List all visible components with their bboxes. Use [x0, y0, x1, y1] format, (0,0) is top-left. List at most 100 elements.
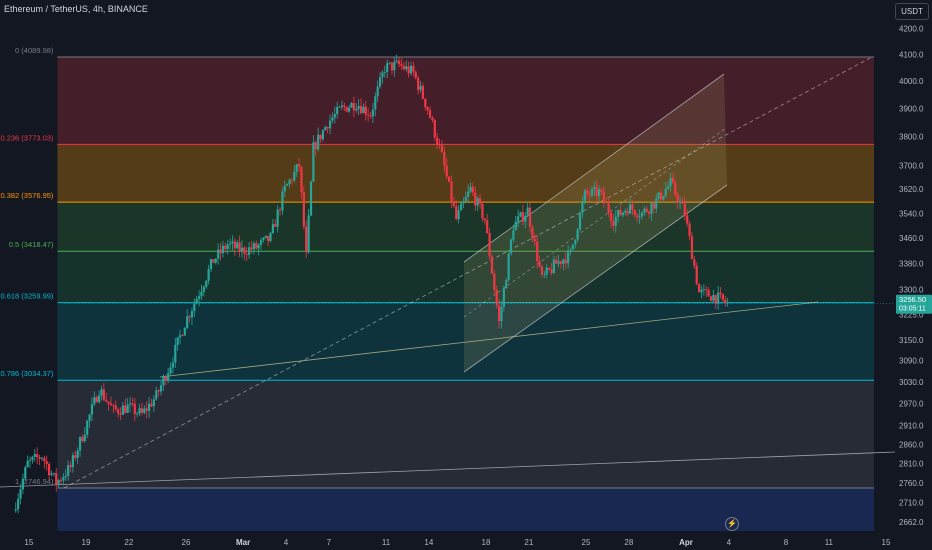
candle-body	[705, 289, 708, 290]
price-tick-label: 2810.0	[899, 459, 924, 468]
candle-body	[471, 186, 475, 193]
candle-body	[409, 65, 413, 74]
candle-body	[367, 114, 370, 116]
candle-body	[228, 243, 232, 245]
candle-body	[514, 221, 517, 231]
candle-body	[214, 258, 217, 263]
time-tick-label: 15	[24, 538, 33, 547]
candle-body	[224, 245, 227, 250]
candle-body	[524, 215, 527, 222]
symbol-title: Ethereum / TetherUS, 4h, BINANCE	[4, 4, 148, 14]
candle-body	[455, 206, 458, 220]
candle-body	[250, 247, 253, 250]
candle-body	[397, 60, 401, 65]
candle-body	[714, 294, 717, 304]
candle-body	[317, 134, 320, 150]
candle-body	[693, 259, 696, 267]
candle-body	[138, 408, 141, 414]
time-tick-label: 15	[882, 538, 891, 547]
candle-body	[195, 299, 198, 304]
candle-body	[347, 107, 351, 112]
price-tick-label: 3380.0	[899, 259, 924, 268]
candle-body	[431, 117, 434, 121]
candle-body	[609, 213, 613, 222]
candle-body	[543, 274, 546, 276]
time-tick-label: 7	[327, 538, 332, 547]
candle-body	[14, 509, 17, 511]
candle-body	[207, 269, 210, 281]
candle-body	[619, 210, 622, 216]
candle-body	[131, 403, 134, 405]
candle-body	[107, 401, 110, 404]
candle-body	[226, 244, 229, 250]
candle-body	[259, 240, 263, 245]
candle-body	[357, 106, 360, 109]
candle-body	[519, 212, 522, 217]
candle-body	[590, 189, 594, 196]
time-tick-label: Mar	[236, 538, 250, 547]
price-tick-label: 2910.0	[899, 422, 924, 431]
time-tick-label: 18	[482, 538, 491, 547]
fib-level-label: 0.382 (3576.95)	[0, 191, 53, 200]
candle-body	[176, 337, 179, 345]
candle-body	[614, 216, 617, 226]
candle-body	[576, 229, 579, 240]
candle-body	[438, 144, 441, 146]
time-tick-label: 8	[784, 538, 789, 547]
candle-body	[376, 86, 379, 97]
drawing-layer	[0, 56, 896, 489]
candle-body	[709, 296, 713, 301]
candle-body	[136, 413, 139, 415]
candle-body	[257, 244, 260, 249]
candle-body	[707, 289, 710, 297]
candle-body	[290, 179, 294, 181]
candle-body	[362, 106, 365, 114]
candle-body	[624, 211, 627, 213]
time-tick-label: 4	[727, 538, 732, 547]
candle-body	[436, 137, 439, 145]
candle-body	[655, 198, 658, 209]
candle-body	[186, 316, 189, 328]
candle-body	[643, 208, 646, 213]
rising-support-trendline	[159, 301, 819, 378]
candle-body	[557, 261, 560, 264]
candle-body	[283, 185, 286, 192]
fib-level-label: 1 (2746.94)	[15, 477, 54, 486]
candle-body	[264, 235, 267, 238]
candle-body	[278, 209, 282, 211]
lightning-icon[interactable]: ⚡	[725, 517, 739, 531]
candle-body	[474, 192, 477, 206]
candle-body	[371, 109, 375, 117]
fibonacci-retracement: 0 (4089.98) 0.236 (3773.03) 0.382 (3576.95…	[0, 46, 874, 531]
candle-body	[202, 286, 205, 292]
candle-body	[528, 207, 532, 227]
candle-body	[164, 376, 167, 381]
candle-body	[593, 187, 596, 190]
candle-body	[76, 450, 79, 458]
candle-body	[83, 434, 86, 442]
candle-body	[562, 259, 565, 265]
currency-button[interactable]: USDT	[895, 3, 929, 20]
candle-body	[536, 241, 539, 261]
candle-body	[583, 190, 586, 203]
candle-body	[336, 107, 339, 115]
candle-body	[67, 465, 70, 476]
time-tick-label: 11	[382, 538, 391, 547]
fib-level-label: 0.236 (3773.03)	[0, 133, 53, 142]
candle-body	[276, 209, 279, 227]
candle-body	[343, 105, 346, 107]
candle-body	[545, 267, 548, 275]
candle-body	[381, 72, 384, 78]
candle-body	[217, 249, 220, 259]
candle-body	[126, 404, 129, 413]
candle-body	[464, 196, 467, 202]
time-tick-label: 19	[82, 538, 91, 547]
time-tick-label: 21	[524, 538, 533, 547]
candle-body	[488, 233, 491, 257]
candle-body	[64, 475, 67, 478]
candle-body	[302, 192, 305, 227]
candle-body	[652, 203, 655, 209]
candle-body	[52, 473, 55, 474]
price-tick-label: 3090.0	[899, 357, 924, 366]
